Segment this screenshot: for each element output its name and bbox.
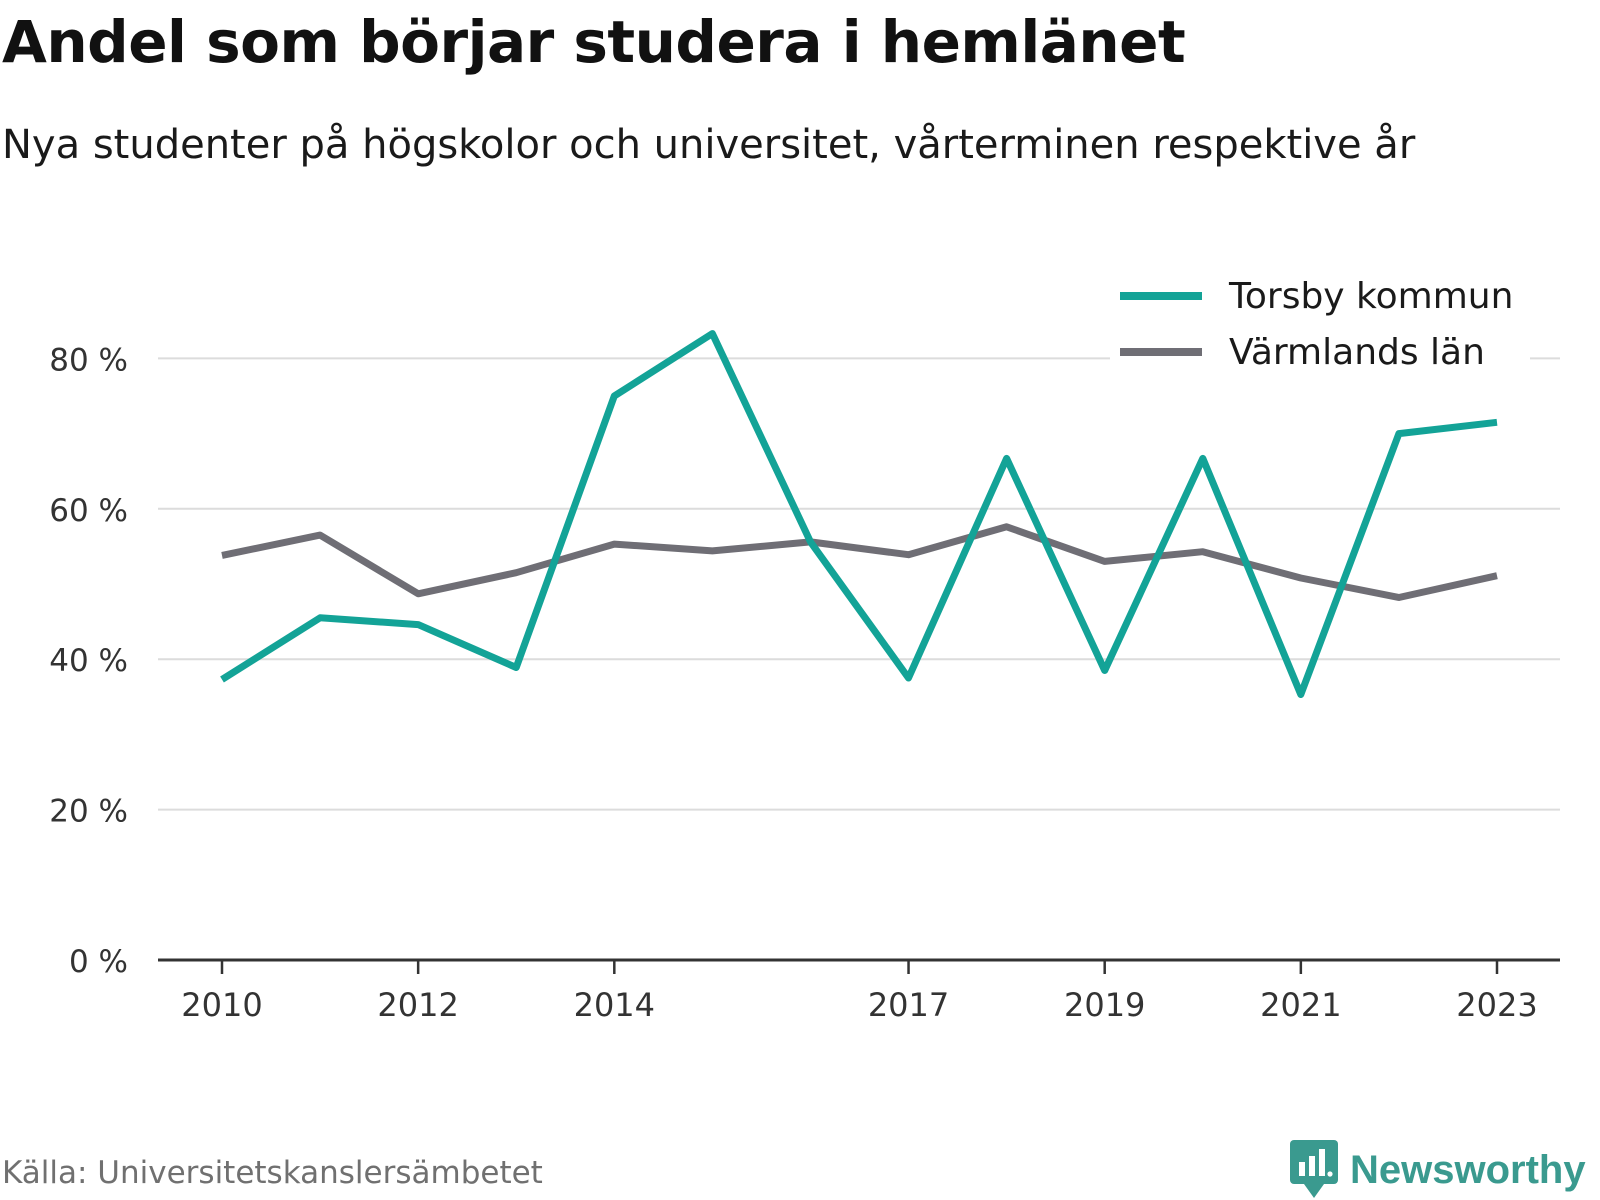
series-line-torsby-kommun [220,330,1498,698]
line-chart: 0 % 20 % 40 % 60 % 80 % 2010 2012 2014 2017 2019… [49,268,1560,1024]
x-tick-label-2017: 2017 [868,986,949,1024]
y-axis-ticks: 0 % 20 % 40 % 60 % 80 % [49,342,128,980]
y-tick-label-40: 40 % [49,643,128,679]
x-tick-label-2021: 2021 [1260,986,1341,1024]
series-lines [220,330,1498,698]
gridlines [158,357,1560,811]
y-tick-label-80: 80 % [49,342,128,378]
legend: Torsby kommun Värmlands län [1110,268,1530,380]
x-tick-label-2019: 2019 [1064,986,1145,1024]
x-tick-label-2023: 2023 [1456,986,1537,1024]
x-tick-label-2012: 2012 [377,986,458,1024]
legend-label-1: Torsby kommun [1228,276,1513,317]
y-tick-label-0: 0 % [69,944,128,980]
x-axis: 2010 2012 2014 2017 2019 2021 2023 [158,958,1560,1024]
x-tick-label-2014: 2014 [574,986,655,1024]
series-line-värmlands-län [221,523,1498,601]
newsworthy-icon [1290,1140,1338,1198]
brand-name: Newsworthy [1350,1147,1586,1192]
chart-subtitle: Nya studenter på högskolor och universit… [2,122,1416,168]
legend-label-2: Värmlands län [1229,332,1485,373]
legend-background [1110,268,1530,380]
source-note: Källa: Universitetskanslersämbetet [2,1155,543,1191]
x-tick-label-2010: 2010 [181,986,262,1024]
y-tick-label-20: 20 % [49,794,128,830]
brand-logo: Newsworthy [1290,1140,1586,1200]
chart-title: Andel som börjar studera i hemlänet [2,8,1186,76]
y-tick-label-60: 60 % [49,493,128,529]
